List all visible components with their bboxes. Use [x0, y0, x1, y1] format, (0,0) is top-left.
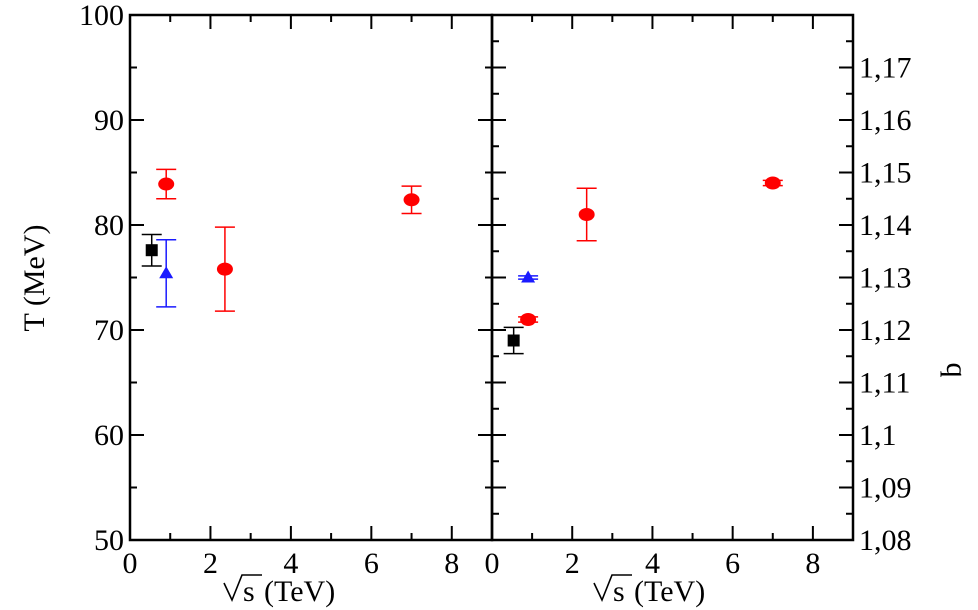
right-y-tick-label: 1,09	[859, 472, 912, 505]
left-x-axis-unit: (TeV)	[264, 575, 335, 608]
right-y-tick-label: 1,17	[859, 52, 912, 85]
tick-layer	[129, 14, 854, 541]
left-y-tick-label: 80	[94, 209, 124, 242]
left-x-tick-label: 8	[444, 547, 459, 580]
left-sqrt-radical	[223, 574, 262, 603]
right-y-tick-label: 1,15	[859, 157, 912, 190]
left-data-point-triangle	[159, 266, 174, 279]
left-x-axis-title: s (TeV)	[223, 574, 335, 608]
left-x-tick-label: 4	[283, 547, 298, 580]
right-x-axis-title: s (TeV)	[593, 574, 705, 608]
right-y-tick-label: 1,11	[859, 367, 910, 400]
right-x-axis-sqrt-var: s	[613, 575, 625, 608]
left-y-tick-label: 50	[94, 524, 124, 557]
left-data-point-circle	[216, 262, 233, 276]
left-x-axis-sqrt-var: s	[243, 575, 255, 608]
left-x-tick-label: 2	[203, 547, 218, 580]
right-data-point-circle	[520, 313, 537, 326]
left-y-tick-label: 90	[94, 104, 124, 137]
right-x-tick-label: 8	[805, 547, 820, 580]
left-data-point-circle	[158, 177, 175, 191]
right-y-tick-label: 1,16	[859, 104, 912, 137]
left-plot-frame	[128, 13, 494, 542]
label-layer: 0 2 4 6 8 50 60 70 80 90 100 0 2 4 6 8 1,08 1,09 1,1 1,11 1,…	[79, 0, 912, 580]
right-data-point-circle	[764, 176, 781, 190]
right-y-tick-label: 1,1	[859, 419, 897, 452]
left-x-tick-label: 6	[364, 547, 379, 580]
right-y-tick-label: 1,13	[859, 262, 912, 295]
right-plot-frame	[490, 13, 855, 542]
left-data-point-square	[145, 244, 158, 257]
right-x-axis-unit: (TeV)	[634, 575, 705, 608]
left-y-tick-label: 60	[94, 419, 124, 452]
right-sqrt-radical	[593, 574, 632, 603]
right-y-axis-title: q	[940, 363, 973, 378]
left-x-tick-label: 0	[123, 547, 138, 580]
right-y-tick-label: 1,12	[859, 314, 912, 347]
left-y-tick-label: 70	[94, 314, 124, 347]
right-x-tick-label: 6	[725, 547, 740, 580]
data-layer	[141, 168, 783, 355]
left-y-axis-title: T (MeV)	[18, 225, 51, 332]
left-data-point-circle	[403, 193, 420, 207]
right-x-tick-label: 4	[645, 547, 660, 580]
right-data-point-triangle	[521, 270, 536, 283]
right-y-tick-label: 1,08	[859, 524, 912, 557]
right-y-tick-label: 1,14	[859, 209, 912, 242]
left-y-tick-label: 100	[79, 0, 124, 32]
right-data-point-circle	[578, 208, 595, 221]
right-data-point-square	[507, 334, 520, 347]
right-x-tick-label: 2	[565, 547, 580, 580]
right-x-tick-label: 0	[485, 547, 500, 580]
